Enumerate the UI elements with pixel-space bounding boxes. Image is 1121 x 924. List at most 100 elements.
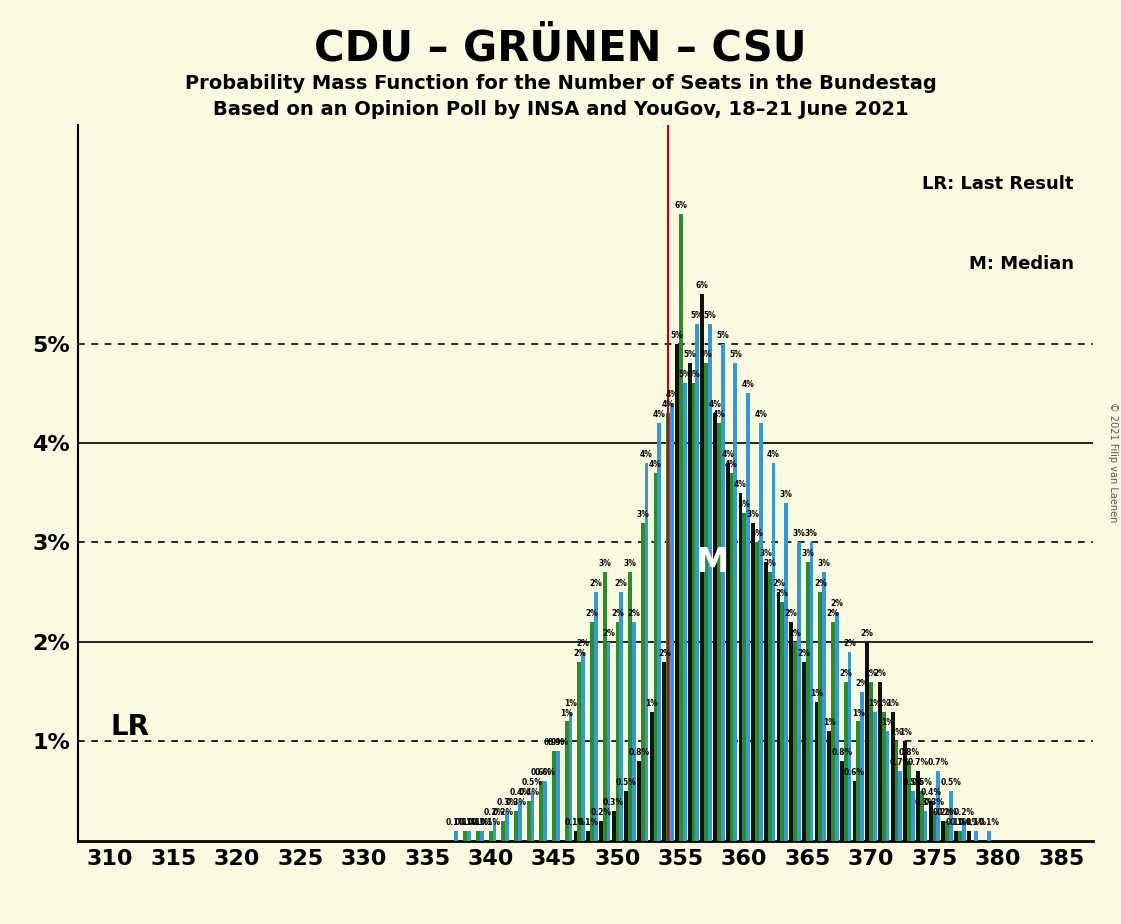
Bar <box>809 542 814 841</box>
Text: 2%: 2% <box>831 599 843 608</box>
Bar <box>966 831 971 841</box>
Bar <box>942 821 945 841</box>
Text: © 2021 Filip van Laenen: © 2021 Filip van Laenen <box>1109 402 1118 522</box>
Text: 5%: 5% <box>670 331 684 339</box>
Text: 0.2%: 0.2% <box>933 808 954 817</box>
Text: 2%: 2% <box>602 629 615 638</box>
Bar <box>726 463 730 841</box>
Bar <box>916 772 920 841</box>
Text: 5%: 5% <box>704 310 716 320</box>
Bar <box>962 821 965 841</box>
Bar <box>895 741 898 841</box>
Bar <box>949 791 953 841</box>
Text: 4%: 4% <box>640 450 654 459</box>
Text: CDU – GRÜNEN – CSU: CDU – GRÜNEN – CSU <box>314 28 807 69</box>
Text: LR: Last Result: LR: Last Result <box>923 176 1074 193</box>
Text: 3%: 3% <box>623 559 637 568</box>
Bar <box>878 682 882 841</box>
Bar <box>650 711 654 841</box>
Text: 2%: 2% <box>776 590 789 598</box>
Bar <box>544 781 547 841</box>
Bar <box>771 463 776 841</box>
Text: 3%: 3% <box>763 559 776 568</box>
Bar <box>988 831 991 841</box>
Bar <box>586 831 590 841</box>
Text: 4%: 4% <box>767 450 780 459</box>
Text: Probability Mass Function for the Number of Seats in the Bundestag: Probability Mass Function for the Number… <box>185 74 936 93</box>
Text: 1%: 1% <box>810 688 823 698</box>
Text: 0.1%: 0.1% <box>945 818 966 827</box>
Text: 3%: 3% <box>599 559 611 568</box>
Bar <box>704 363 708 841</box>
Bar <box>873 711 877 841</box>
Text: 0.7%: 0.7% <box>928 759 948 767</box>
Text: M: M <box>696 546 729 578</box>
Bar <box>553 751 556 841</box>
Bar <box>768 572 771 841</box>
Bar <box>663 662 666 841</box>
Text: 0.1%: 0.1% <box>471 818 492 827</box>
Bar <box>501 821 506 841</box>
Text: 4%: 4% <box>742 381 754 389</box>
Bar <box>492 821 497 841</box>
Text: 0.2%: 0.2% <box>953 808 974 817</box>
Text: 0.1%: 0.1% <box>455 818 475 827</box>
Bar <box>865 642 869 841</box>
Text: 4%: 4% <box>666 390 678 399</box>
Text: 0.5%: 0.5% <box>911 778 933 787</box>
Bar <box>628 572 632 841</box>
Bar <box>835 612 839 841</box>
Text: 0.1%: 0.1% <box>966 818 986 827</box>
Bar <box>920 791 924 841</box>
Text: Based on an Opinion Poll by INSA and YouGov, 18–21 June 2021: Based on an Opinion Poll by INSA and You… <box>213 100 908 119</box>
Text: 0.6%: 0.6% <box>844 768 865 777</box>
Text: 0.3%: 0.3% <box>506 798 527 807</box>
Bar <box>739 492 742 841</box>
Bar <box>641 523 645 841</box>
Text: 6%: 6% <box>696 281 708 290</box>
Text: 1%: 1% <box>878 699 890 708</box>
Text: 2%: 2% <box>573 649 586 658</box>
Bar <box>467 831 471 841</box>
Bar <box>721 344 724 841</box>
Bar <box>530 791 535 841</box>
Bar <box>789 622 793 841</box>
Bar <box>683 383 686 841</box>
Text: 2%: 2% <box>826 609 840 618</box>
Text: 2%: 2% <box>855 678 869 687</box>
Bar <box>856 722 860 841</box>
Text: 2%: 2% <box>797 649 810 658</box>
Text: M: Median: M: Median <box>969 255 1074 273</box>
Text: 0.1%: 0.1% <box>565 818 586 827</box>
Bar <box>463 831 467 841</box>
Bar <box>911 791 915 841</box>
Bar <box>637 761 641 841</box>
Text: 0.4%: 0.4% <box>920 788 942 797</box>
Bar <box>929 801 933 841</box>
Bar <box>847 651 851 841</box>
Bar <box>886 732 889 841</box>
Text: 0.1%: 0.1% <box>979 818 1000 827</box>
Bar <box>577 662 582 841</box>
Text: 2%: 2% <box>785 609 798 618</box>
Text: 1%: 1% <box>869 699 881 708</box>
Bar <box>454 831 458 841</box>
Bar <box>907 761 911 841</box>
Bar <box>806 563 809 841</box>
Text: 2%: 2% <box>576 638 590 648</box>
Text: 5%: 5% <box>716 331 729 339</box>
Bar <box>751 523 756 841</box>
Bar <box>679 214 683 841</box>
Bar <box>763 563 768 841</box>
Bar <box>945 821 949 841</box>
Bar <box>827 732 831 841</box>
Text: 3%: 3% <box>759 550 772 558</box>
Text: 3%: 3% <box>738 500 751 508</box>
Text: 0.2%: 0.2% <box>937 808 957 817</box>
Text: 0.2%: 0.2% <box>484 808 504 817</box>
Text: 6%: 6% <box>675 201 687 211</box>
Text: 1%: 1% <box>852 709 864 718</box>
Bar <box>590 622 594 841</box>
Text: 2%: 2% <box>840 669 852 677</box>
Text: 0.8%: 0.8% <box>629 748 649 758</box>
